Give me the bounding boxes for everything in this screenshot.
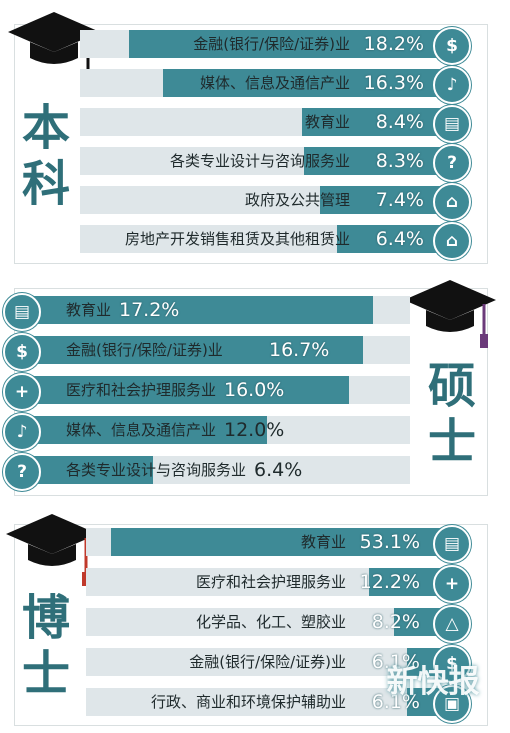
bar-row: 房地产开发销售租赁及其他租赁业 6.4% xyxy=(80,225,450,253)
watermark-logo: 新快报 xyxy=(386,664,480,700)
category-label: 金融(银行/保险/证券)业 xyxy=(66,341,223,359)
data-label: 17.2% xyxy=(119,299,180,321)
category-label: 媒体、信息及通信产业 xyxy=(66,421,217,439)
bar xyxy=(22,416,268,444)
book-icon: ▤ xyxy=(3,293,41,331)
data-label: 6.4% xyxy=(375,228,424,250)
category-label: 教育业 xyxy=(66,301,112,319)
bar-row: 医疗和社会护理服务业 16.0% xyxy=(22,376,410,404)
house-icon: ⌂ xyxy=(433,222,471,260)
bar xyxy=(302,108,450,136)
bar xyxy=(303,147,450,175)
bar-row: 政府及公共管理 7.4% xyxy=(80,186,450,214)
bar-row: 各类专业设计与咨询服务业 8.3% xyxy=(80,147,450,175)
medical-cross-icon: + xyxy=(3,373,41,411)
bar-track xyxy=(86,608,446,636)
book-icon: ▤ xyxy=(433,525,471,563)
degree-label-master: 硕士 xyxy=(427,358,476,470)
data-label: 53.1% xyxy=(359,531,420,553)
bar-row: 媒体、信息及通信产业 16.3% xyxy=(80,69,450,97)
bar-row: 金融(银行/保险/证券)业 18.2% xyxy=(80,30,450,58)
bar xyxy=(162,69,450,97)
bar xyxy=(22,336,364,364)
data-label: 6.1% xyxy=(371,691,420,713)
bar xyxy=(129,30,450,58)
data-label: 18.2% xyxy=(363,33,424,55)
bar-row: 教育业 53.1% xyxy=(86,528,446,556)
flask-icon: △ xyxy=(433,605,471,643)
degree-label-bachelor: 本科 xyxy=(21,100,70,212)
category-label: 政府及公共管理 xyxy=(244,191,350,209)
category-label: 房地产开发销售租赁及其他租赁业 xyxy=(124,230,350,248)
data-label: 8.4% xyxy=(375,111,424,133)
category-label: 教育业 xyxy=(300,533,346,551)
category-label: 金融(银行/保险/证券)业 xyxy=(193,35,350,53)
money-bag-icon: $ xyxy=(433,645,471,683)
data-label: 16.7% xyxy=(269,339,330,361)
category-label: 化学品、化工、塑胶业 xyxy=(195,613,346,631)
data-label: 16.3% xyxy=(363,72,424,94)
bar xyxy=(337,225,450,253)
data-label: 8.2% xyxy=(371,611,420,633)
graduation-cap-icon xyxy=(404,280,496,348)
data-label: 12.2% xyxy=(359,571,420,593)
bar-row: 各类专业设计与咨询服务业 6.4% xyxy=(22,456,410,484)
bar xyxy=(22,296,374,324)
bar-row: 教育业 17.2% xyxy=(22,296,410,324)
bar-row: 金融(银行/保险/证券)业 6.1% xyxy=(86,648,446,676)
category-label: 医疗和社会护理服务业 xyxy=(195,573,346,591)
data-label: 6.1% xyxy=(371,651,420,673)
category-label: 教育业 xyxy=(304,113,350,131)
microphone-icon: ♪ xyxy=(3,413,41,451)
bar-row: 教育业 8.4% xyxy=(80,108,450,136)
data-label: 12.0% xyxy=(224,419,285,441)
briefcase-icon: ▣ xyxy=(433,685,471,723)
category-label: 各类专业设计与咨询服务业 xyxy=(66,461,247,479)
money-bag-icon: $ xyxy=(3,333,41,371)
category-label: 行政、商业和环境保护辅助业 xyxy=(150,693,346,711)
bar-track xyxy=(86,648,446,676)
bar-track xyxy=(86,688,446,716)
bar xyxy=(22,456,153,484)
data-label: 16.0% xyxy=(224,379,285,401)
bachelor-panel xyxy=(14,24,488,264)
bar-row: 金融(银行/保险/证券)业 16.7% xyxy=(22,336,410,364)
bar xyxy=(110,528,446,556)
bar-row: 医疗和社会护理服务业 12.2% xyxy=(86,568,446,596)
question-icon: ? xyxy=(3,453,41,491)
bar-row: 行政、商业和环境保护辅助业 6.1% xyxy=(86,688,446,716)
bar xyxy=(319,186,450,214)
degree-label-doctor: 博士 xyxy=(21,590,70,702)
money-bag-icon: $ xyxy=(433,27,471,65)
category-label: 金融(银行/保险/证券)业 xyxy=(189,653,346,671)
medical-cross-icon: + xyxy=(433,565,471,603)
category-label: 媒体、信息及通信产业 xyxy=(199,74,350,92)
category-label: 医疗和社会护理服务业 xyxy=(66,381,217,399)
question-icon: ? xyxy=(433,144,471,182)
bar-row: 媒体、信息及通信产业 12.0% xyxy=(22,416,410,444)
bar xyxy=(22,376,349,404)
data-label: 7.4% xyxy=(375,189,424,211)
category-label: 各类专业设计与咨询服务业 xyxy=(169,152,350,170)
data-label: 8.3% xyxy=(375,150,424,172)
bar-row: 化学品、化工、塑胶业 8.2% xyxy=(86,608,446,636)
government-building-icon: ⌂ xyxy=(433,183,471,221)
microphone-icon: ♪ xyxy=(433,66,471,104)
book-icon: ▤ xyxy=(433,105,471,143)
data-label: 6.4% xyxy=(254,459,303,481)
